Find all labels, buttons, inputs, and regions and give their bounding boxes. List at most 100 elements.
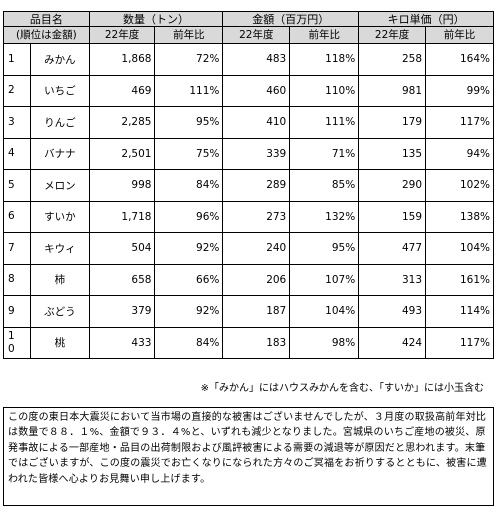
amount-ratio-header: 前年比	[289, 26, 360, 44]
rank-cell: 7	[2, 232, 32, 265]
amount-cell: 483	[222, 43, 291, 76]
qty-cell: 1,718	[88, 200, 156, 233]
qty-cell: 658	[88, 263, 156, 296]
item-name-cell: バナナ	[30, 137, 90, 170]
qty-ratio-cell: 111%	[154, 74, 224, 107]
amount-year-header: 22年度	[222, 26, 291, 44]
unit-price-cell: 179	[358, 106, 427, 139]
qty-ratio-cell: 84%	[154, 326, 224, 359]
unit-price-cell: 258	[358, 43, 427, 76]
item-name-cell: 桃	[30, 326, 90, 359]
amount-cell: 289	[222, 169, 291, 202]
qty-ratio-cell: 92%	[154, 295, 224, 328]
qty-cell: 433	[88, 326, 156, 359]
qty-ratio-cell: 66%	[154, 263, 224, 296]
amount-ratio-cell: 110%	[289, 74, 360, 107]
amount-ratio-cell: 107%	[289, 263, 360, 296]
item-name-cell: 柿	[30, 263, 90, 296]
amount-ratio-cell: 85%	[289, 169, 360, 202]
unit-price-cell: 135	[358, 137, 427, 170]
footnote: ※「みかん」にはハウスみかんを含む、「すいか」には小玉含む	[200, 383, 484, 394]
unit-price-cell: 477	[358, 232, 427, 265]
qty-year-header: 22年度	[88, 26, 156, 44]
qty-cell: 379	[88, 295, 156, 328]
item-name-cell: ぶどう	[30, 295, 90, 328]
qty-ratio-cell: 84%	[154, 169, 224, 202]
fruit-ranking-table: 品目名 数量（トン） 金額（百万円） キロ単価（円） (順位は金額) 22年度 …	[2, 11, 494, 359]
rank-cell: 1	[2, 43, 32, 76]
unit-ratio-cell: 164%	[425, 43, 494, 76]
item-name-cell: いちご	[30, 74, 90, 107]
amount-ratio-cell: 71%	[289, 137, 360, 170]
amount-cell: 410	[222, 106, 291, 139]
qty-ratio-cell: 95%	[154, 106, 224, 139]
unit-ratio-cell: 161%	[425, 263, 494, 296]
rank-cell: 5	[2, 169, 32, 202]
amount-cell: 206	[222, 263, 291, 296]
table-row: 1 0 桃 433 84% 183 98% 424 117%	[2, 326, 494, 359]
table-row: 8 柿 658 66% 206 107% 313 161%	[2, 263, 494, 296]
unit-ratio-cell: 114%	[425, 295, 494, 328]
amount-cell: 183	[222, 326, 291, 359]
qty-cell: 504	[88, 232, 156, 265]
quantity-group-header: 数量（トン）	[88, 11, 224, 27]
qty-ratio-cell: 72%	[154, 43, 224, 76]
item-name-cell: メロン	[30, 169, 90, 202]
qty-cell: 2,501	[88, 137, 156, 170]
amount-ratio-cell: 118%	[289, 43, 360, 76]
rank-note-header: (順位は金額)	[3, 26, 90, 44]
unit-ratio-cell: 138%	[425, 200, 494, 233]
amount-cell: 460	[222, 74, 291, 107]
amount-group-header: 金額（百万円）	[222, 11, 360, 27]
qty-cell: 1,868	[88, 43, 156, 76]
amount-ratio-cell: 132%	[289, 200, 360, 233]
qty-cell: 469	[88, 74, 156, 107]
qty-ratio-cell: 75%	[154, 137, 224, 170]
table-row: 4 バナナ 2,501 75% 339 71% 135 94%	[2, 137, 494, 170]
unit-year-header: 22年度	[358, 26, 427, 44]
unit-ratio-header: 前年比	[425, 26, 494, 44]
rank-cell: 4	[2, 137, 32, 170]
table-row: 6 すいか 1,718 96% 273 132% 159 138%	[2, 200, 494, 233]
amount-cell: 339	[222, 137, 291, 170]
unit-ratio-cell: 104%	[425, 232, 494, 265]
unit-ratio-cell: 94%	[425, 137, 494, 170]
unit-price-cell: 493	[358, 295, 427, 328]
item-name-cell: みかん	[30, 43, 90, 76]
rank-cell: 6	[2, 200, 32, 233]
table-row: 2 いちご 469 111% 460 110% 981 99%	[2, 74, 494, 107]
qty-ratio-cell: 92%	[154, 232, 224, 265]
rank-cell: 3	[2, 106, 32, 139]
unit-price-cell: 981	[358, 74, 427, 107]
table-row: 5 メロン 998 84% 289 85% 290 102%	[2, 169, 494, 202]
amount-ratio-cell: 111%	[289, 106, 360, 139]
table-row: 3 りんご 2,285 95% 410 111% 179 117%	[2, 106, 494, 139]
table-row: 7 キウィ 504 92% 240 95% 477 104%	[2, 232, 494, 265]
unit-price-cell: 313	[358, 263, 427, 296]
unit-ratio-cell: 117%	[425, 326, 494, 359]
table-row: 9 ぶどう 379 92% 187 104% 493 114%	[2, 295, 494, 328]
unit-ratio-cell: 117%	[425, 106, 494, 139]
unit-ratio-cell: 102%	[425, 169, 494, 202]
unit-price-cell: 424	[358, 326, 427, 359]
amount-ratio-cell: 104%	[289, 295, 360, 328]
table-row: 1 みかん 1,868 72% 483 118% 258 164%	[2, 43, 494, 76]
message-text: この度の東日本大震災において当市場の直接的な被害はございませんでしたが、３月度の…	[8, 412, 487, 485]
amount-cell: 273	[222, 200, 291, 233]
rank-cell: 2	[2, 74, 32, 107]
amount-cell: 187	[222, 295, 291, 328]
item-name-cell: りんご	[30, 106, 90, 139]
amount-ratio-cell: 95%	[289, 232, 360, 265]
qty-ratio-cell: 96%	[154, 200, 224, 233]
qty-cell: 2,285	[88, 106, 156, 139]
unit-price-cell: 290	[358, 169, 427, 202]
qty-ratio-header: 前年比	[154, 26, 224, 44]
qty-cell: 998	[88, 169, 156, 202]
unit-ratio-cell: 99%	[425, 74, 494, 107]
amount-ratio-cell: 98%	[289, 326, 360, 359]
item-name-cell: すいか	[30, 200, 90, 233]
amount-cell: 240	[222, 232, 291, 265]
rank-cell: 8	[2, 263, 32, 296]
item-name-header: 品目名	[3, 11, 90, 27]
